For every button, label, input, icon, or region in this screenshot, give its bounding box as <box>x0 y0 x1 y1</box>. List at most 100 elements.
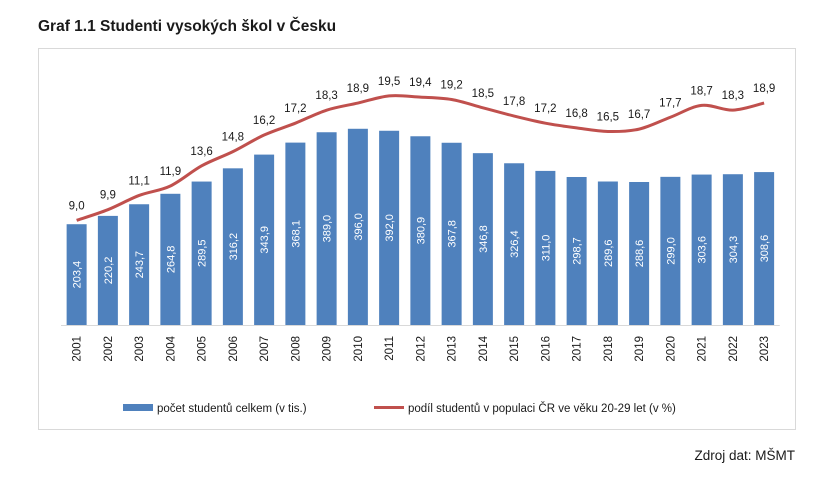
line-value-label: 18,3 <box>722 90 744 102</box>
bar-value-label: 389,0 <box>322 215 334 243</box>
bar-2011 <box>379 130 400 325</box>
year-tick-label: 2008 <box>290 336 302 362</box>
year-tick-label: 2007 <box>259 336 271 362</box>
year-tick-label: 2012 <box>415 336 427 362</box>
year-tick-label: 2023 <box>759 336 771 362</box>
legend-label-line: podíl studentů v populaci ČR ve věku 20-… <box>408 402 676 415</box>
bar-value-label: 203,4 <box>72 261 84 289</box>
year-tick-label: 2021 <box>697 336 709 362</box>
bar-value-label: 367,8 <box>447 220 459 248</box>
line-value-label: 17,8 <box>503 96 525 108</box>
bar-2013 <box>441 142 462 325</box>
line-value-label: 19,2 <box>440 79 462 91</box>
year-tick-label: 2003 <box>134 336 146 362</box>
year-tick-label: 2022 <box>728 336 740 362</box>
line-value-label: 16,2 <box>253 115 275 127</box>
year-tick-label: 2017 <box>572 336 584 362</box>
year-tick-label: 2001 <box>72 336 84 362</box>
legend-swatch-bars <box>123 404 153 411</box>
bar-2019 <box>629 181 650 325</box>
chart-frame <box>38 48 796 430</box>
bar-value-label: 311,0 <box>540 235 552 262</box>
bar-2006 <box>222 168 243 325</box>
chart-title: Graf 1.1 Studenti vysokých škol v Česku <box>38 18 337 35</box>
bar-2020 <box>660 176 681 325</box>
year-tick-label: 2018 <box>603 336 615 362</box>
line-value-label: 18,3 <box>315 90 337 102</box>
bar-2015 <box>504 163 525 325</box>
line-value-label: 9,0 <box>69 200 85 212</box>
bar-2017 <box>566 176 587 325</box>
bar-value-label: 289,5 <box>197 240 209 268</box>
bar-value-label: 243,7 <box>134 251 146 279</box>
bar-2016 <box>535 170 556 325</box>
bar-2004 <box>160 193 181 325</box>
bar-value-label: 392,0 <box>384 214 396 242</box>
bar-value-label: 220,2 <box>103 257 115 285</box>
year-tick-label: 2010 <box>353 336 365 362</box>
year-tick-label: 2006 <box>228 336 240 362</box>
bar-2012 <box>410 136 431 325</box>
line-value-label: 19,5 <box>378 76 400 88</box>
bar-value-label: 303,6 <box>697 236 709 264</box>
year-tick-label: 2011 <box>384 336 396 361</box>
bar-2009 <box>316 132 337 325</box>
bar-value-label: 396,0 <box>353 213 365 241</box>
bar-2007 <box>254 154 275 325</box>
line-value-label: 18,9 <box>347 83 369 95</box>
bar-value-label: 326,4 <box>509 230 521 258</box>
year-tick-label: 2004 <box>165 335 177 361</box>
bar-value-label: 380,9 <box>415 217 427 245</box>
bar-2001 <box>66 224 87 325</box>
line-value-label: 16,7 <box>628 109 650 121</box>
year-tick-label: 2014 <box>478 335 490 361</box>
year-tick-label: 2019 <box>634 336 646 362</box>
bar-value-label: 368,1 <box>290 220 302 248</box>
line-value-label: 11,9 <box>160 166 182 178</box>
line-value-label: 17,2 <box>284 103 306 115</box>
bar-value-label: 264,8 <box>165 246 177 274</box>
bar-2023 <box>754 172 775 325</box>
bar-value-label: 299,0 <box>665 237 677 265</box>
line-value-label: 13,6 <box>190 146 212 158</box>
line-value-label: 16,8 <box>565 108 587 120</box>
year-tick-label: 2015 <box>509 336 521 362</box>
line-value-label: 17,2 <box>534 103 556 115</box>
bar-value-label: 289,6 <box>603 239 615 267</box>
line-value-label: 18,7 <box>690 85 712 97</box>
bar-2008 <box>285 142 306 325</box>
bar-2018 <box>597 181 618 325</box>
year-tick-label: 2016 <box>540 336 552 362</box>
bar-2005 <box>191 181 212 325</box>
line-value-label: 18,9 <box>753 83 775 95</box>
share-line <box>76 94 765 222</box>
bar-2003 <box>129 204 150 325</box>
bar-value-label: 298,7 <box>572 237 584 265</box>
bar-2022 <box>722 174 743 325</box>
bar-value-label: 343,9 <box>259 226 271 254</box>
source-note: Zdroj dat: MŠMT <box>694 448 795 463</box>
line-value-label: 11,1 <box>128 175 150 187</box>
year-tick-label: 2020 <box>665 336 677 362</box>
bar-2010 <box>347 128 368 325</box>
year-tick-label: 2002 <box>103 336 115 362</box>
bar-2014 <box>472 153 493 325</box>
line-value-label: 14,8 <box>222 132 244 144</box>
bar-value-label: 308,6 <box>759 235 771 263</box>
legend-label-bars: počet studentů celkem (v tis.) <box>157 403 307 415</box>
line-value-label: 17,7 <box>659 97 681 109</box>
bar-value-label: 316,2 <box>228 233 240 261</box>
year-tick-label: 2013 <box>447 336 459 362</box>
bar-value-label: 346,8 <box>478 225 490 253</box>
line-value-label: 19,4 <box>409 77 432 89</box>
bar-value-label: 288,6 <box>634 240 646 268</box>
year-tick-label: 2005 <box>197 336 209 362</box>
bar-value-label: 304,3 <box>728 236 740 264</box>
year-tick-label: 2009 <box>322 336 334 362</box>
line-value-label: 16,5 <box>597 111 619 123</box>
line-value-label: 18,5 <box>472 88 494 100</box>
line-value-label: 9,9 <box>100 190 116 202</box>
bar-2002 <box>97 215 118 325</box>
bar-2021 <box>691 174 712 325</box>
